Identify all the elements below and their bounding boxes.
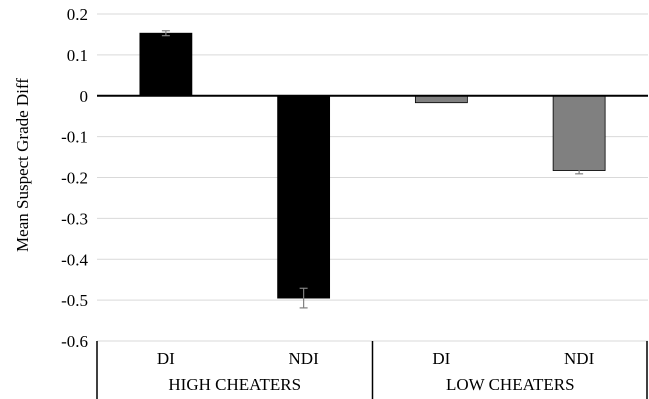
error-bar [299, 287, 308, 309]
bar [139, 32, 193, 97]
y-tick-label: -0.2 [61, 169, 88, 188]
y-tick-label: -0.3 [61, 209, 88, 228]
y-tick-label: 0.1 [67, 46, 88, 65]
bar [552, 95, 606, 171]
y-tick-label: 0.2 [67, 5, 88, 24]
x-axis-categories: DI NDI HIGH CHEATERS DI NDI LOW CHEATERS [157, 341, 648, 399]
error-bar [575, 166, 584, 175]
bars [139, 32, 606, 299]
bar [414, 95, 468, 104]
y-axis-title: Mean Suspect Grade Diff [13, 78, 32, 252]
y-tick-label: -0.5 [61, 291, 88, 310]
x-category-label: DI [157, 349, 175, 368]
x-group-label: HIGH CHEATERS [168, 375, 301, 394]
y-tick-label: -0.4 [61, 250, 88, 269]
y-tick-label: -0.1 [61, 128, 88, 147]
error-bar [161, 30, 170, 37]
y-tick-label: -0.6 [61, 332, 88, 351]
x-category-label: NDI [564, 349, 595, 368]
y-axis-ticks: 0.2 0.1 0 -0.1 -0.2 -0.3 -0.4 -0.5 -0.6 [61, 5, 88, 351]
x-category-label: NDI [289, 349, 320, 368]
x-group-label: LOW CHEATERS [446, 375, 575, 394]
error-bars [161, 30, 584, 309]
x-category-label: DI [432, 349, 450, 368]
bar [277, 95, 331, 299]
y-tick-label: 0 [80, 87, 89, 106]
